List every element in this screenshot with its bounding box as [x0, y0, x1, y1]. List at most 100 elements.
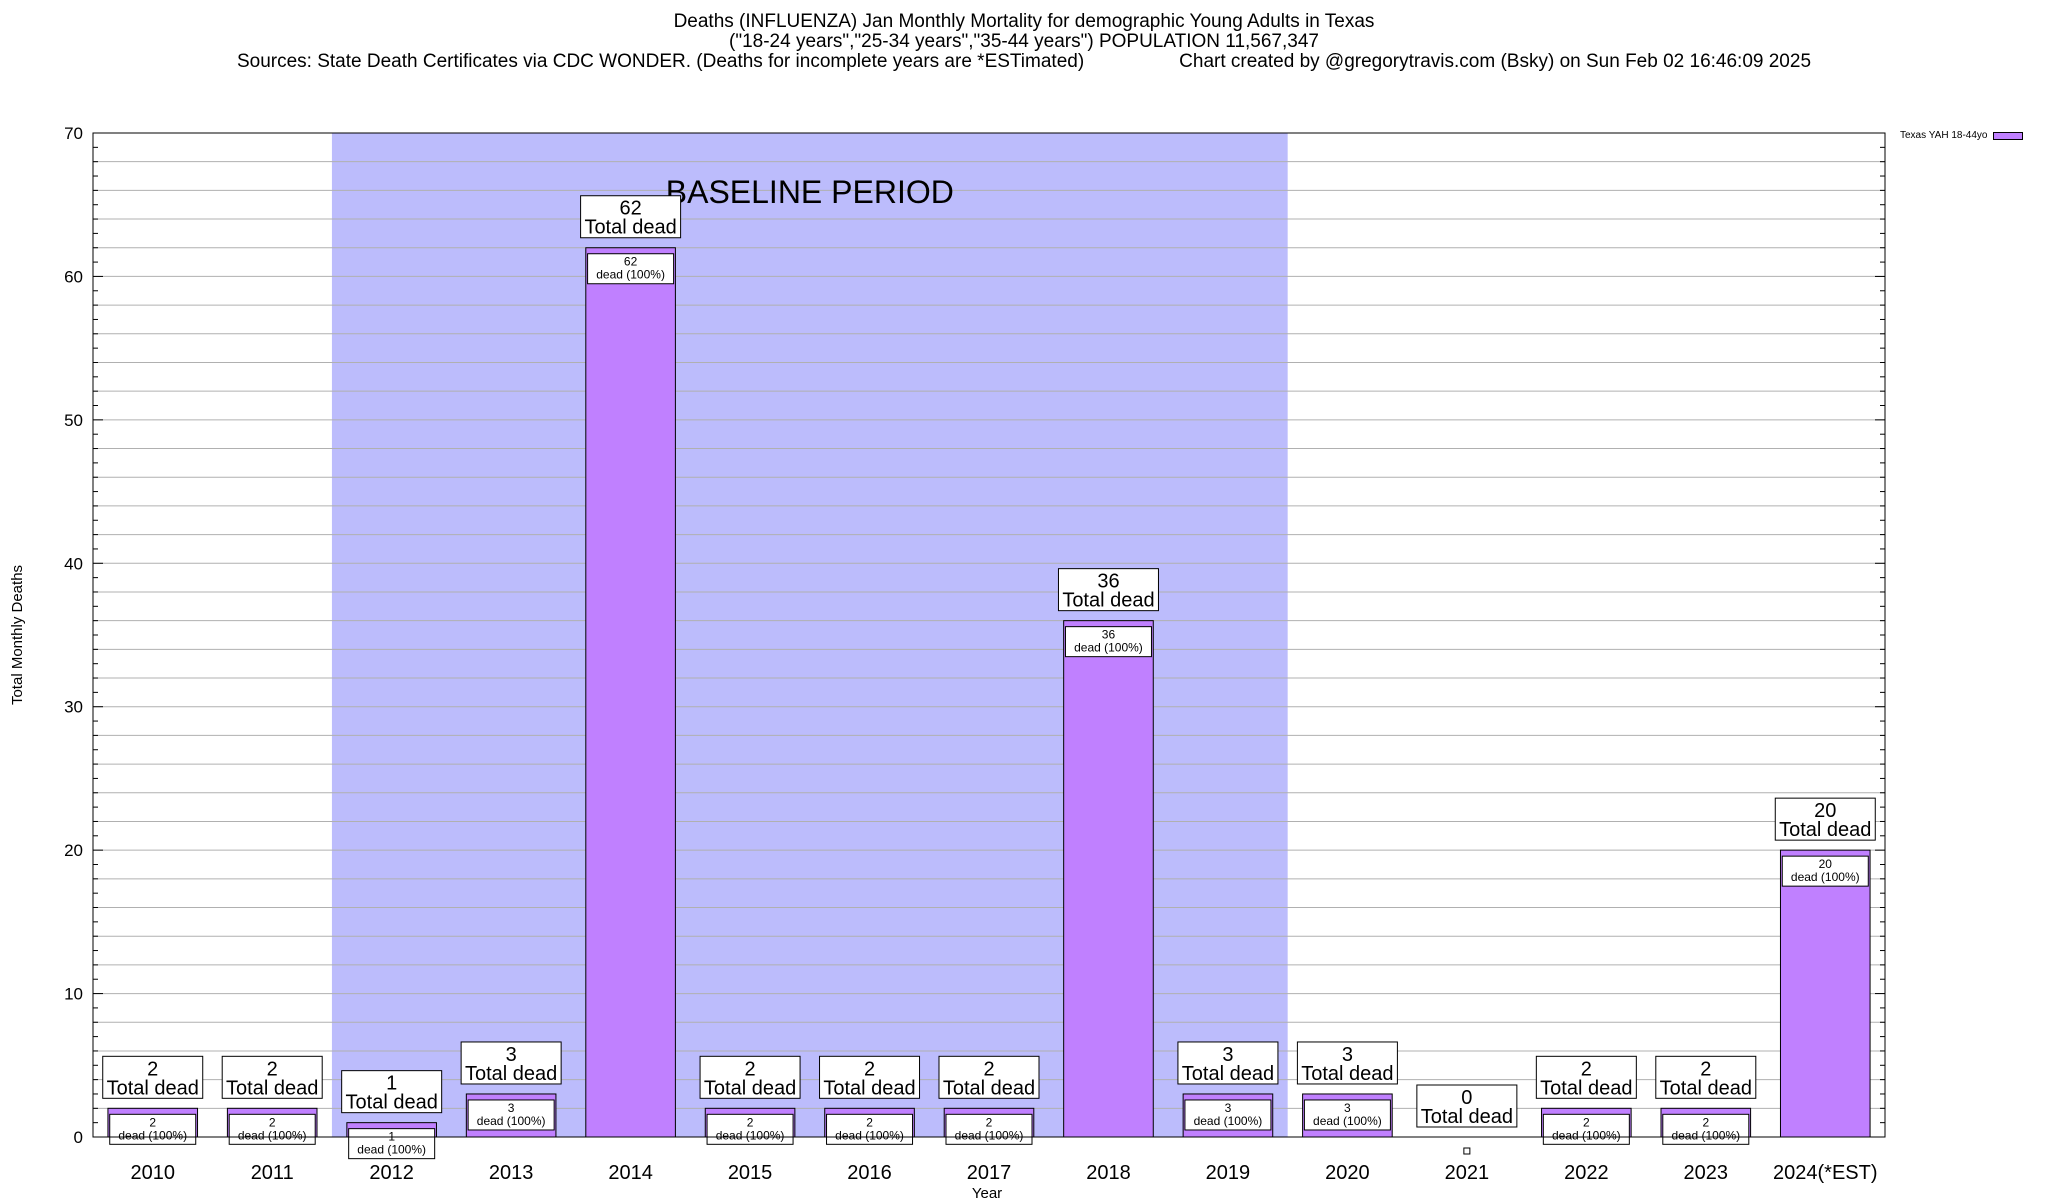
inner-label-box: [706, 1113, 794, 1145]
x-tick-label: 2014: [608, 1162, 653, 1184]
inner-value-label: 2: [747, 1115, 754, 1129]
y-tick-label: 0: [74, 1128, 83, 1147]
total-value-label: 3: [1222, 1044, 1233, 1066]
inner-percent-label: dead (100%): [955, 1128, 1024, 1142]
total-label-box: [102, 1055, 204, 1099]
total-text-label: Total dead: [465, 1063, 557, 1085]
baseline-period-label: BASELINE PERIOD: [666, 174, 954, 210]
inner-percent-label: dead (100%): [1313, 1114, 1382, 1128]
total-value-label: 2: [1581, 1058, 1592, 1080]
inner-percent-label: dead (100%): [238, 1128, 307, 1142]
x-tick-label: 2024(*EST): [1773, 1162, 1878, 1184]
zero-marker: [1463, 1147, 1471, 1155]
x-tick-label: 2012: [369, 1162, 414, 1184]
total-label-box: [1296, 1041, 1398, 1085]
total-label-box: [1535, 1055, 1637, 1099]
chart-source-line: Sources: State Death Certificates via CD…: [0, 52, 2048, 72]
inner-percent-label: dead (100%): [596, 268, 665, 282]
total-text-label: Total dead: [584, 217, 676, 239]
y-tick-label: 30: [64, 698, 83, 717]
x-axis-label: Year: [972, 1185, 1002, 1200]
total-value-label: 1: [386, 1073, 397, 1095]
inner-value-label: 2: [1702, 1115, 1709, 1129]
total-label-box: [699, 1055, 801, 1099]
total-text-label: Total dead: [1540, 1077, 1632, 1099]
total-value-label: 3: [506, 1044, 517, 1066]
inner-label-box: [1064, 626, 1152, 658]
total-label-box: [221, 1055, 323, 1099]
inner-label-box: [587, 253, 675, 285]
inner-value-label: 2: [866, 1115, 873, 1129]
inner-label-box: [348, 1128, 436, 1160]
x-tick-label: 2011: [251, 1162, 294, 1184]
chart-subtitle: ("18-24 years","25-34 years","35-44 year…: [729, 31, 1319, 52]
total-label-box: [1057, 568, 1159, 612]
total-label-box: [580, 195, 682, 239]
total-value-label: 62: [619, 198, 641, 220]
y-tick-label: 50: [64, 411, 83, 430]
chart-source: Sources: State Death Certificates via CD…: [236, 51, 1085, 72]
inner-label-box: [1303, 1099, 1391, 1131]
x-tick-label: 2021: [1445, 1162, 1490, 1184]
x-tick-label: 2015: [728, 1162, 773, 1184]
inner-percent-label: dead (100%): [835, 1128, 904, 1142]
inner-percent-label: dead (100%): [1671, 1128, 1740, 1142]
total-value-label: 2: [1700, 1058, 1711, 1080]
total-text-label: Total dead: [1301, 1063, 1393, 1085]
inner-label-box: [467, 1099, 555, 1131]
y-tick-label: 20: [64, 841, 83, 860]
inner-label-box: [1542, 1113, 1630, 1145]
inner-value-label: 20: [1819, 857, 1833, 871]
x-tick-label: 2022: [1564, 1162, 1609, 1184]
inner-value-label: 2: [149, 1115, 156, 1129]
inner-value-label: 2: [986, 1115, 993, 1129]
y-tick-label: 10: [64, 985, 83, 1004]
inner-label-box: [826, 1113, 914, 1145]
inner-label-box: [228, 1113, 316, 1145]
x-tick-label: 2010: [130, 1162, 175, 1184]
total-value-label: 20: [1814, 800, 1836, 822]
total-value-label: 36: [1097, 571, 1119, 593]
inner-label-box: [1184, 1099, 1272, 1131]
x-tick-label: 2013: [489, 1162, 534, 1184]
bar: [1063, 620, 1154, 1138]
total-text-label: Total dead: [107, 1077, 199, 1099]
chart-title: Deaths (INFLUENZA) Jan Monthly Mortality…: [673, 11, 1375, 32]
y-tick-label: 60: [64, 267, 83, 286]
total-text-label: Total dead: [943, 1077, 1035, 1099]
inner-percent-label: dead (100%): [118, 1128, 187, 1142]
inner-label-box: [109, 1113, 197, 1145]
y-tick-label: 40: [64, 554, 83, 573]
legend-swatch: [1993, 131, 2024, 140]
inner-percent-label: dead (100%): [1074, 641, 1143, 655]
inner-value-label: 3: [1344, 1101, 1351, 1115]
total-label-box: [341, 1070, 443, 1114]
plot-frame: [92, 132, 1886, 1138]
total-label-box: [938, 1055, 1040, 1099]
inner-percent-label: dead (100%): [1552, 1128, 1621, 1142]
total-text-label: Total dead: [823, 1077, 915, 1099]
total-text-label: Total dead: [1421, 1106, 1513, 1128]
inner-value-label: 2: [269, 1115, 276, 1129]
x-tick-label: 2020: [1325, 1162, 1370, 1184]
total-label-box: [819, 1055, 921, 1099]
inner-percent-label: dead (100%): [357, 1143, 426, 1157]
total-label-box: [1774, 797, 1876, 841]
total-text-label: Total dead: [346, 1092, 438, 1114]
total-label-box: [1416, 1084, 1518, 1128]
total-text-label: Total dead: [1779, 819, 1871, 841]
total-value-label: 3: [1342, 1044, 1353, 1066]
total-text-label: Total dead: [1660, 1077, 1752, 1099]
legend-label: Texas YAH 18-44yo: [1900, 130, 1988, 141]
y-axis-label: Total Monthly Deaths: [9, 565, 26, 705]
total-value-label: 2: [147, 1058, 158, 1080]
total-text-label: Total dead: [226, 1077, 318, 1099]
x-tick-label: 2016: [847, 1162, 892, 1184]
inner-value-label: 36: [1102, 628, 1116, 642]
total-value-label: 2: [864, 1058, 875, 1080]
total-value-label: 0: [1461, 1087, 1472, 1109]
inner-value-label: 62: [624, 255, 638, 269]
inner-percent-label: dead (100%): [1194, 1114, 1263, 1128]
inner-label-box: [1781, 855, 1869, 887]
total-label-box: [1655, 1055, 1757, 1099]
